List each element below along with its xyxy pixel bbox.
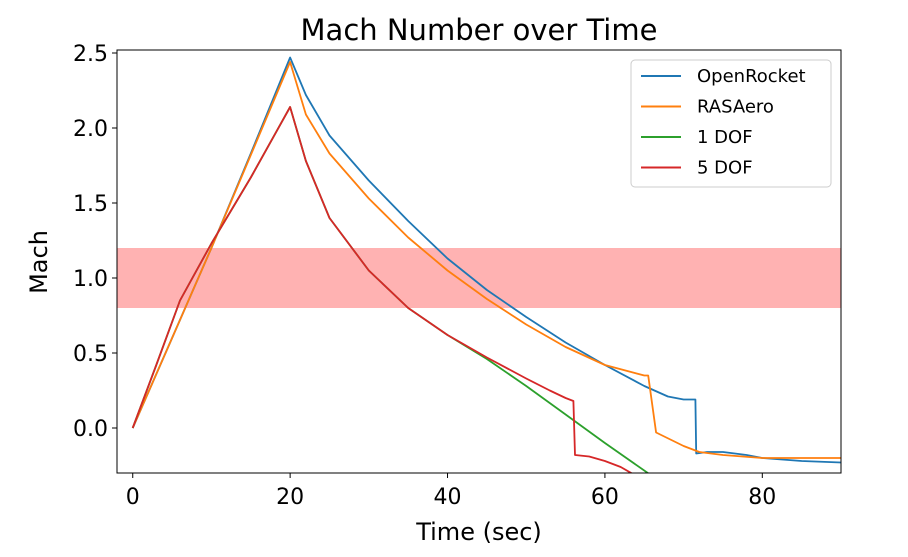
y-axis-title: Mach	[25, 230, 53, 294]
y-tick-label: 1.0	[73, 267, 108, 292]
y-tick-label: 2.0	[73, 117, 108, 142]
legend-box	[630, 59, 832, 188]
series-line-openrocket	[131, 56, 841, 464]
plot-frame	[116, 49, 842, 474]
y-tick-label: 1.5	[73, 192, 108, 217]
legend: OpenRocket RASAero 1 DOF 5 DOF	[630, 59, 832, 188]
series-lines	[131, 56, 841, 473]
y-tick-label: 0.0	[73, 417, 108, 442]
plot-area	[116, 49, 842, 474]
y-tick-label: 2.5	[73, 42, 108, 67]
x-axis: 0 20 40 60 80	[126, 473, 776, 510]
legend-label: 1 DOF	[697, 127, 753, 148]
x-tick-label: 20	[276, 485, 304, 510]
legend-label: OpenRocket	[697, 66, 806, 87]
x-tick-label: 80	[748, 485, 776, 510]
legend-label: RASAero	[697, 97, 774, 118]
series-line-5-dof	[131, 106, 633, 473]
x-axis-title: Time (sec)	[415, 518, 542, 546]
legend-label: 5 DOF	[697, 158, 753, 179]
series-line-rasaero	[131, 61, 841, 459]
shaded-band	[117, 248, 841, 308]
x-tick-label: 0	[126, 485, 140, 510]
y-axis: 0.0 0.5 1.0 1.5 2.0 2.5	[73, 42, 117, 442]
y-tick-label: 0.5	[73, 342, 108, 367]
chart-title: Mach Number over Time	[301, 13, 658, 47]
x-tick-label: 40	[434, 485, 462, 510]
x-tick-label: 60	[591, 485, 619, 510]
